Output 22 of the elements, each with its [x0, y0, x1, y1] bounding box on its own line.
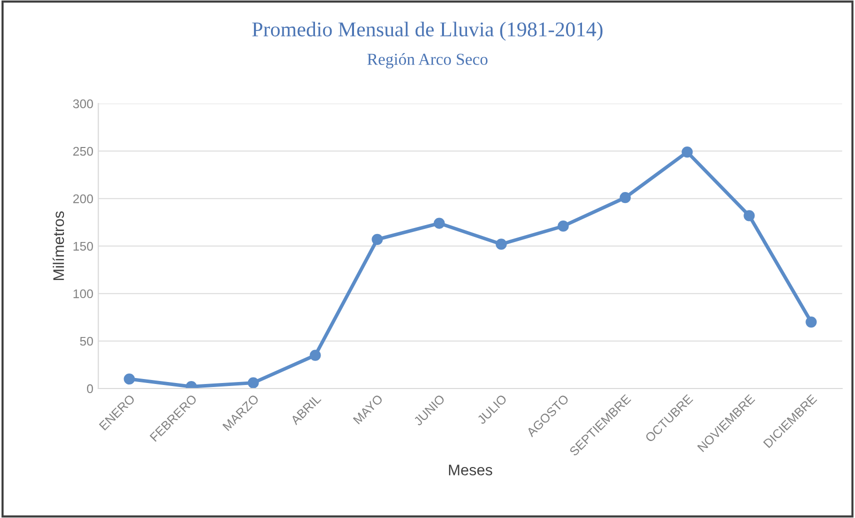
y-tick-label: 300 [73, 99, 93, 108]
y-tick-label: 200 [73, 194, 93, 204]
point [372, 234, 383, 245]
y-tick-label: 250 [73, 146, 93, 156]
y-tick-label: 0 [87, 384, 93, 394]
x-axis-title: Meses [449, 464, 492, 476]
point [496, 238, 507, 250]
point [124, 373, 135, 385]
point [806, 316, 817, 328]
point [558, 220, 569, 232]
point [620, 192, 631, 204]
chart-subtitle: Región Arco Seco [367, 53, 488, 68]
point [682, 146, 693, 158]
point [248, 377, 259, 388]
point [434, 218, 445, 229]
point [310, 350, 321, 361]
y-tick-label: 150 [74, 242, 93, 251]
y-axis-title: Milímetros [52, 211, 64, 280]
point [744, 210, 755, 222]
y-tick-label: 100 [74, 289, 93, 298]
chart-title: Promedio Mensual de Lluvia (1981-2014) [252, 22, 602, 41]
y-tick-label: 50 [80, 336, 93, 346]
